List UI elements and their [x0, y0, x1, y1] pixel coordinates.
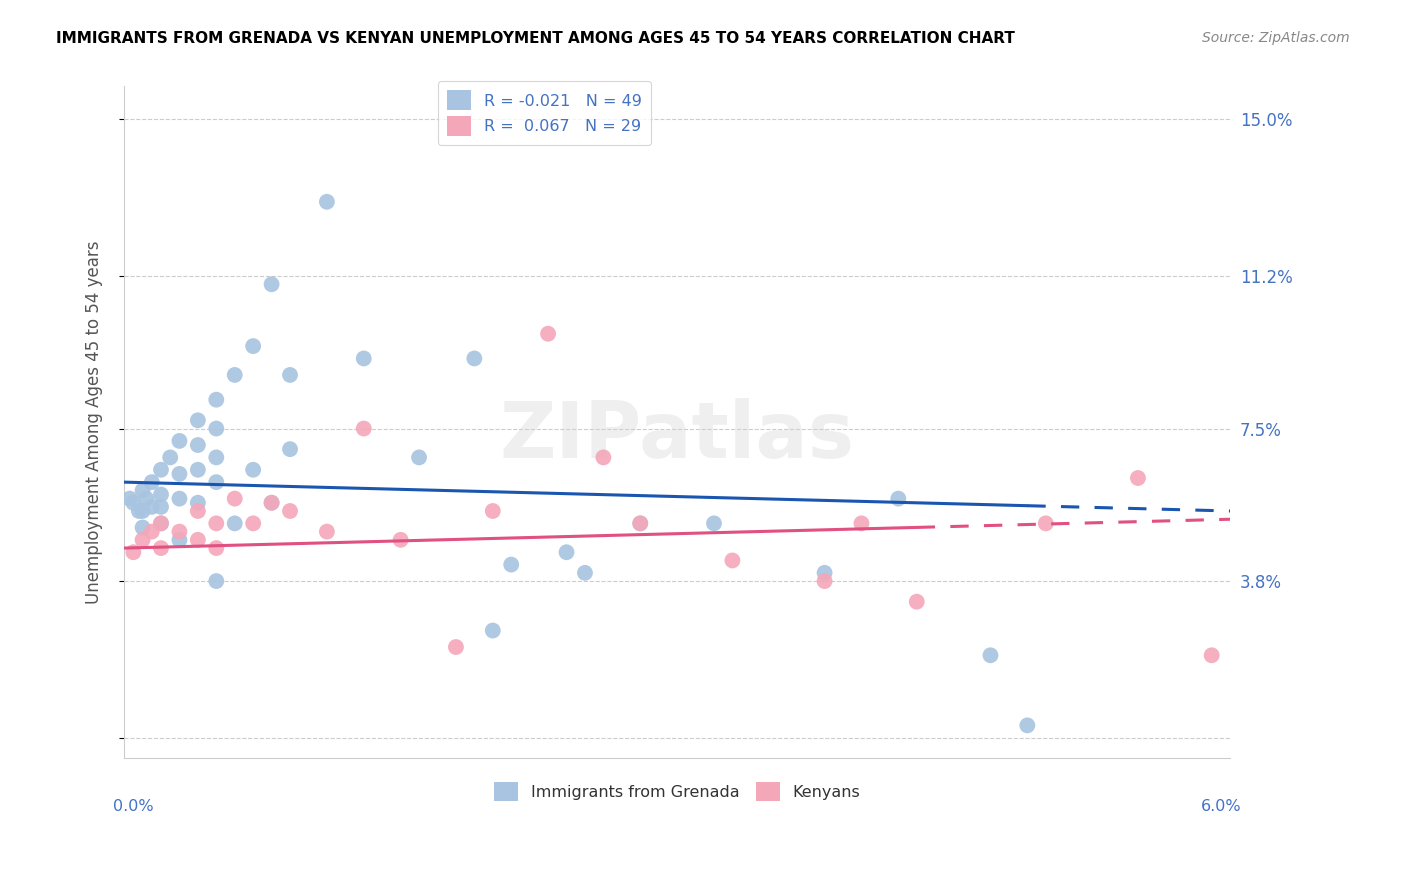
Point [131, 520, 153, 534]
Point [481, 504, 503, 518]
Point [537, 326, 560, 341]
Point [150, 516, 173, 531]
Point [187, 438, 209, 452]
Point [813, 574, 835, 588]
Point [278, 442, 301, 457]
Point [128, 504, 150, 518]
Y-axis label: Unemployment Among Ages 45 to 54 years: Unemployment Among Ages 45 to 54 years [86, 241, 103, 604]
Point [150, 541, 173, 555]
Point [463, 351, 485, 366]
Point [205, 516, 228, 531]
Point [187, 496, 209, 510]
Point [150, 487, 173, 501]
Text: 6.0%: 6.0% [1201, 798, 1241, 814]
Point [353, 351, 375, 366]
Point [150, 516, 173, 531]
Point [555, 545, 578, 559]
Point [122, 496, 145, 510]
Point [169, 434, 191, 448]
Point [628, 516, 651, 531]
Text: Source: ZipAtlas.com: Source: ZipAtlas.com [1202, 31, 1350, 45]
Point [721, 553, 744, 567]
Point [501, 558, 523, 572]
Point [278, 504, 301, 518]
Text: ZIPatlas: ZIPatlas [499, 398, 855, 474]
Point [169, 533, 191, 547]
Point [150, 500, 173, 514]
Point [444, 640, 467, 654]
Point [242, 463, 264, 477]
Point [224, 491, 246, 506]
Point [224, 368, 246, 382]
Point [481, 624, 503, 638]
Point [1035, 516, 1057, 531]
Point [628, 516, 651, 531]
Point [187, 504, 209, 518]
Point [592, 450, 614, 465]
Point [260, 496, 283, 510]
Point [353, 421, 375, 435]
Point [205, 450, 228, 465]
Point [389, 533, 412, 547]
Point [1201, 648, 1223, 663]
Point [131, 483, 153, 498]
Point [905, 595, 928, 609]
Point [131, 504, 153, 518]
Point [979, 648, 1001, 663]
Point [242, 339, 264, 353]
Point [242, 516, 264, 531]
Point [887, 491, 910, 506]
Legend: Immigrants from Grenada, Kenyans: Immigrants from Grenada, Kenyans [488, 775, 866, 807]
Point [703, 516, 725, 531]
Point [851, 516, 873, 531]
Point [316, 194, 339, 209]
Point [187, 533, 209, 547]
Point [813, 566, 835, 580]
Point [135, 491, 157, 506]
Point [187, 463, 209, 477]
Point [1017, 718, 1039, 732]
Point [118, 491, 141, 506]
Point [150, 463, 173, 477]
Text: 0.0%: 0.0% [112, 798, 153, 814]
Text: IMMIGRANTS FROM GRENADA VS KENYAN UNEMPLOYMENT AMONG AGES 45 TO 54 YEARS CORRELA: IMMIGRANTS FROM GRENADA VS KENYAN UNEMPL… [56, 31, 1015, 46]
Point [169, 524, 191, 539]
Point [574, 566, 596, 580]
Point [205, 574, 228, 588]
Point [187, 413, 209, 427]
Point [141, 500, 163, 514]
Point [260, 496, 283, 510]
Point [159, 450, 181, 465]
Point [408, 450, 430, 465]
Point [122, 545, 145, 559]
Point [169, 491, 191, 506]
Point [141, 524, 163, 539]
Point [141, 475, 163, 490]
Point [1126, 471, 1149, 485]
Point [224, 516, 246, 531]
Point [205, 392, 228, 407]
Point [205, 475, 228, 490]
Point [205, 421, 228, 435]
Point [205, 541, 228, 555]
Point [278, 368, 301, 382]
Point [169, 467, 191, 481]
Point [260, 277, 283, 292]
Point [316, 524, 339, 539]
Point [131, 533, 153, 547]
